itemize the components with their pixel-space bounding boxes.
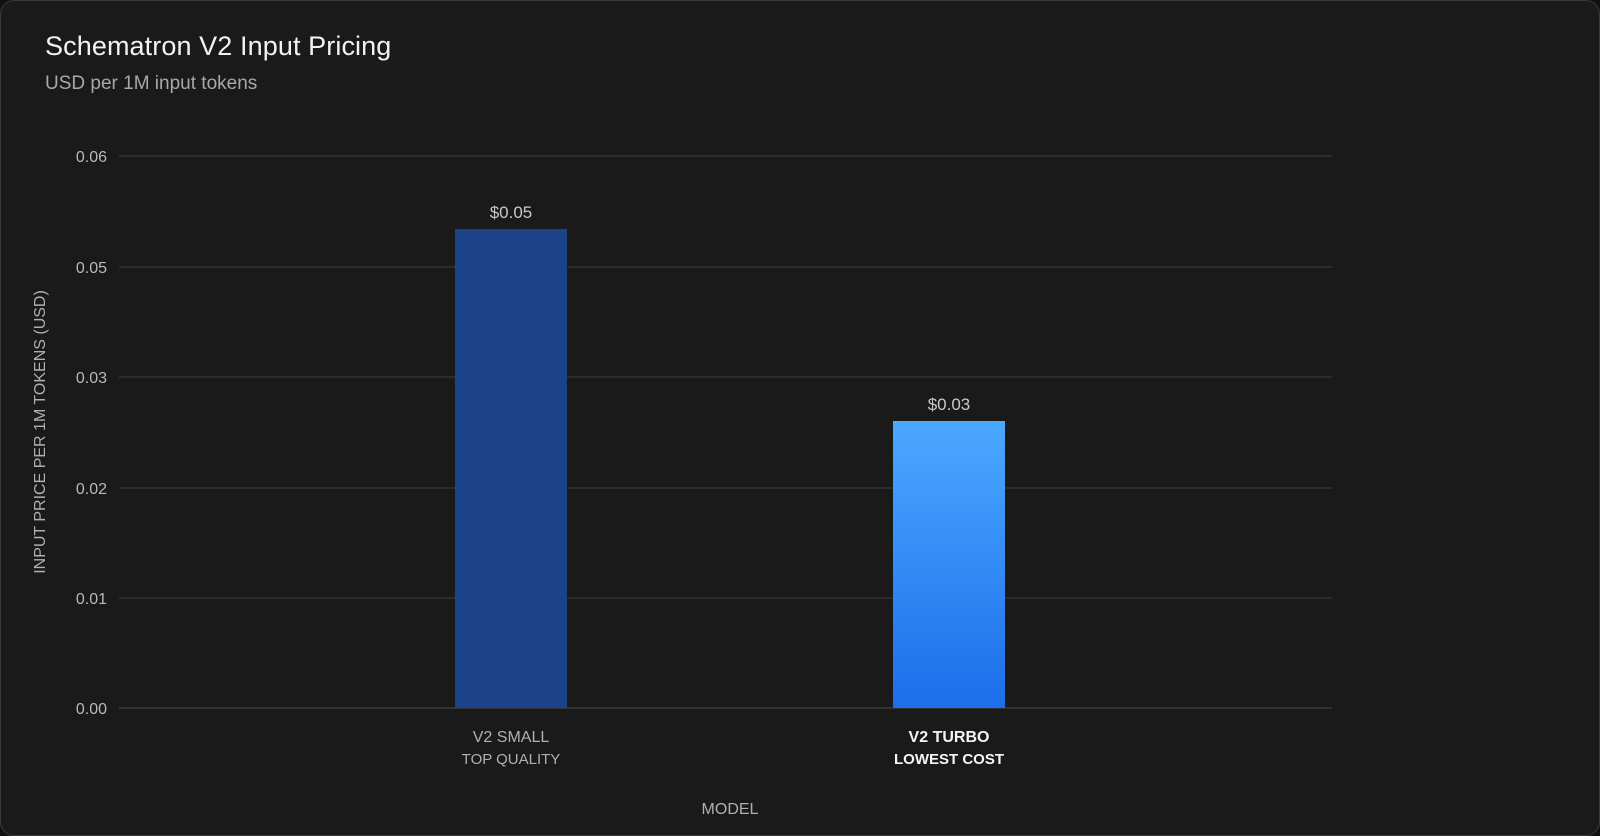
bar-v2-turbo[interactable] bbox=[893, 421, 1005, 708]
x-axis-title: MODEL bbox=[702, 801, 759, 818]
y-tick-label: 0.02 bbox=[76, 481, 107, 498]
y-axis-title: INPUT PRICE PER 1M TOKENS (USD) bbox=[32, 290, 49, 574]
x-tick-label: V2 TURBO bbox=[909, 729, 990, 746]
y-tick-label: 0.01 bbox=[76, 591, 107, 608]
y-axis-ticks: 0.00 0.01 0.02 0.03 0.05 0.06 bbox=[76, 149, 107, 718]
x-tick-label: V2 SMALL bbox=[473, 729, 550, 746]
y-tick-label: 0.05 bbox=[76, 260, 107, 277]
value-labels: $0.05 $0.03 bbox=[490, 203, 971, 414]
bars bbox=[455, 229, 1005, 708]
bar-value-label: $0.05 bbox=[490, 203, 533, 222]
y-tick-label: 0.00 bbox=[76, 701, 107, 718]
chart-title: Schematron V2 Input Pricing bbox=[45, 31, 392, 61]
x-tick-sublabel: LOWEST COST bbox=[894, 751, 1004, 768]
bar-v2-small[interactable] bbox=[455, 229, 567, 708]
y-tick-label: 0.06 bbox=[76, 149, 107, 166]
y-tick-label: 0.03 bbox=[76, 370, 107, 387]
bar-value-label: $0.03 bbox=[928, 395, 971, 414]
chart-subtitle: USD per 1M input tokens bbox=[45, 73, 258, 94]
grid-lines bbox=[119, 155, 1332, 709]
x-tick-sublabel: TOP QUALITY bbox=[462, 751, 561, 768]
x-axis-categories: V2 SMALL TOP QUALITY V2 TURBO LOWEST COST bbox=[462, 729, 1004, 768]
